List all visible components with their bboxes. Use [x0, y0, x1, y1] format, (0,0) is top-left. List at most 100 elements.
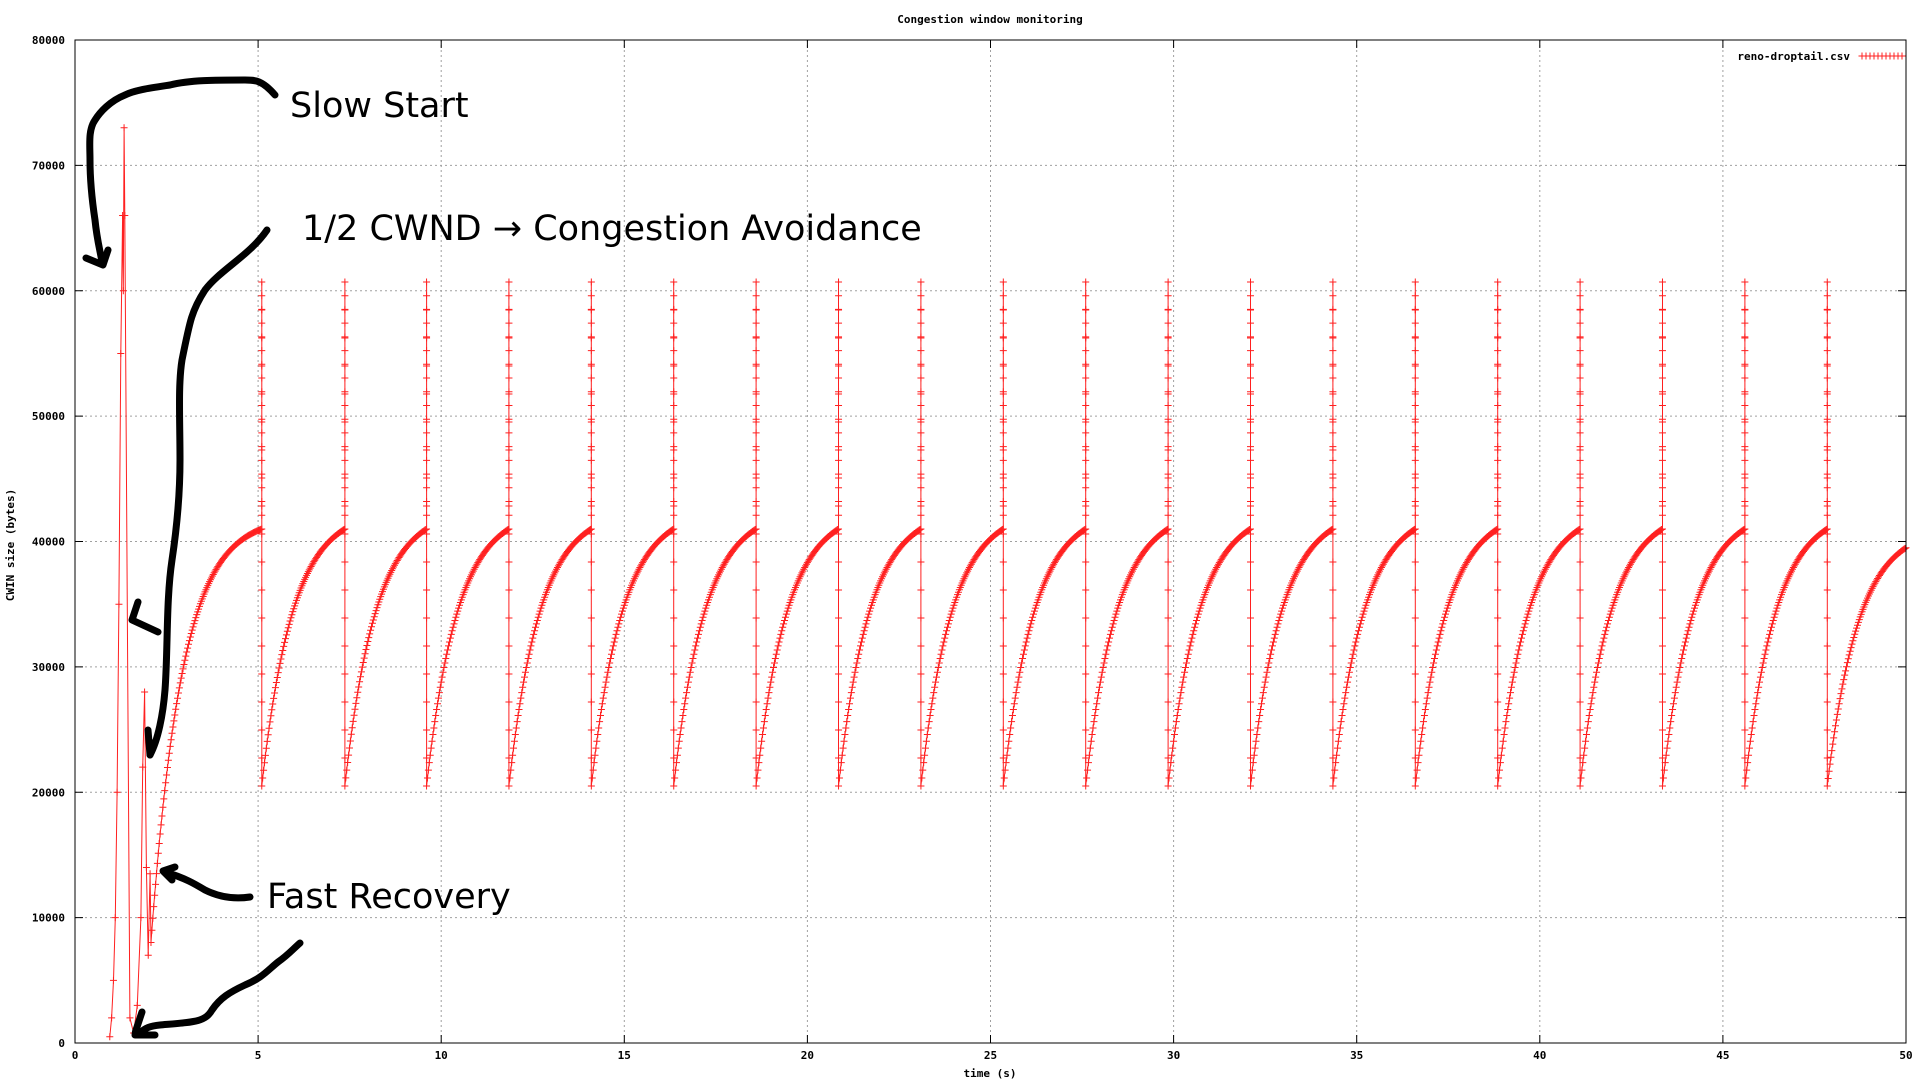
data-point [268, 706, 276, 714]
data-point [1300, 556, 1308, 564]
data-point [1411, 698, 1419, 706]
data-point [156, 830, 164, 838]
data-point [1021, 642, 1029, 650]
data-point [587, 334, 595, 342]
data-point [917, 334, 925, 342]
data-point [1164, 292, 1172, 300]
data-point [1012, 689, 1020, 697]
data-point [1576, 782, 1584, 790]
data-point [1707, 564, 1715, 572]
data-point [947, 610, 955, 618]
data-point [1823, 374, 1831, 382]
data-point [1000, 774, 1008, 782]
data-point [921, 751, 929, 759]
data-point [308, 561, 316, 569]
data-point [1851, 630, 1859, 638]
data-point [1355, 623, 1363, 631]
data-point [917, 530, 925, 538]
x-axis-label: time (s) [964, 1067, 1017, 1080]
data-point [1749, 718, 1757, 726]
data-point [587, 642, 595, 650]
data-point [1495, 774, 1503, 782]
data-point [592, 744, 600, 752]
data-point [1329, 334, 1337, 342]
data-point [640, 556, 648, 564]
data-point [348, 724, 356, 732]
data-point [505, 511, 513, 519]
data-point [454, 607, 462, 615]
data-point [423, 334, 431, 342]
data-point [618, 607, 626, 615]
data-point [917, 642, 925, 650]
data-point [1519, 627, 1527, 635]
data-point [1824, 774, 1832, 782]
data-point [1274, 620, 1282, 628]
data-point [1836, 695, 1844, 703]
data-point [165, 749, 173, 757]
data-point [1515, 646, 1523, 654]
data-point [187, 630, 195, 638]
data-point [1003, 751, 1011, 759]
data-point [341, 446, 349, 454]
data-point [1576, 474, 1584, 482]
data-point [1494, 502, 1502, 510]
data-point [170, 717, 178, 725]
data-point [1838, 685, 1846, 693]
data-point [210, 569, 218, 577]
data-point [1760, 655, 1768, 663]
data-point [700, 610, 708, 618]
data-point [1869, 583, 1877, 591]
data-point [1517, 638, 1525, 646]
data-point [1254, 724, 1262, 732]
data-point [755, 759, 763, 767]
data-point [834, 526, 842, 534]
data-point [917, 782, 925, 790]
data-point [1247, 362, 1254, 370]
data-point [1331, 766, 1339, 774]
data-point [442, 655, 450, 663]
data-point [346, 737, 354, 745]
data-point [756, 751, 764, 759]
data-point [310, 558, 318, 566]
data-point [178, 669, 186, 677]
data-point [1443, 604, 1451, 612]
data-point [1380, 559, 1388, 567]
data-point [1258, 694, 1266, 702]
data-point [558, 556, 566, 564]
data-point [1846, 647, 1854, 655]
data-point [1875, 573, 1883, 581]
data-point [1085, 751, 1093, 759]
data-point [359, 659, 367, 667]
data-point [505, 698, 513, 706]
data-point [1658, 401, 1666, 409]
data-point [423, 347, 431, 355]
data-point [447, 630, 455, 638]
data-point [1494, 614, 1502, 622]
data-point [917, 474, 925, 482]
data-point [1494, 278, 1502, 286]
data-point [1823, 511, 1831, 519]
data-point [472, 562, 480, 570]
data-point [1744, 759, 1752, 767]
data-point [1164, 642, 1172, 650]
data-point [1052, 557, 1059, 565]
data-point [761, 711, 769, 719]
data-point [999, 319, 1007, 327]
data-point [1353, 634, 1361, 642]
data-point [206, 576, 214, 584]
data-point [1788, 567, 1796, 575]
data-point [779, 623, 787, 631]
data-point [148, 926, 156, 934]
data-point [423, 306, 431, 314]
data-point [1676, 664, 1684, 672]
data-point [452, 613, 460, 621]
data-point [1492, 526, 1500, 534]
data-point [752, 446, 760, 454]
data-point [964, 567, 972, 575]
data-point [1329, 362, 1337, 370]
data-point [690, 650, 698, 658]
data-point [141, 688, 149, 696]
data-point [506, 774, 514, 782]
data-point [1581, 744, 1589, 752]
data-point [1329, 446, 1337, 454]
